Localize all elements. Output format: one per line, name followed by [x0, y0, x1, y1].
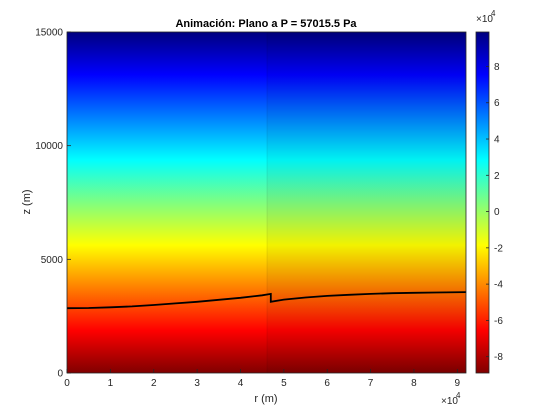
x-axis-ticks: 0 1 2 3 4 5 6 7 8 9 — [64, 369, 461, 389]
heatmap-field — [67, 32, 466, 373]
x-tick-label: 9 — [455, 378, 461, 389]
plot-area — [66, 31, 467, 374]
colorbar-tick-label: 4 — [494, 135, 500, 146]
x-tick-label: 7 — [368, 378, 374, 389]
x-tick-label: 8 — [411, 378, 417, 389]
colorbar-tick-label: -4 — [494, 280, 503, 291]
colorbar-tick-label: 6 — [494, 98, 500, 109]
y-axis-ticks: 0 5000 10000 15000 — [35, 28, 71, 380]
y-axis-label: z (m) — [21, 189, 33, 214]
colorbar-box — [475, 31, 490, 374]
x-tick-label: 4 — [238, 378, 244, 389]
axes-box — [66, 31, 467, 374]
heatmap-right-region — [267, 32, 466, 373]
colorbar-multiplier-base: ×10 — [476, 14, 493, 25]
y-tick-label: 0 — [57, 369, 63, 380]
x-axis-multiplier: ×10 4 — [441, 391, 461, 407]
colorbar-gradient — [476, 32, 489, 373]
isoline-curve — [66, 291, 467, 310]
colorbar-tick-label: -6 — [494, 316, 503, 327]
x-tick-label: 2 — [151, 378, 157, 389]
x-multiplier-exp: 4 — [456, 391, 461, 400]
x-tick-label: 1 — [108, 378, 114, 389]
y-tick-label: 15000 — [35, 28, 63, 39]
colorbar-tick-label: 0 — [494, 207, 500, 218]
colorbar-tick-label: 2 — [494, 171, 500, 182]
x-tick-label: 3 — [194, 378, 200, 389]
x-tick-label: 6 — [324, 378, 330, 389]
colorbar-ticks: -8 -6 -4 -2 0 2 4 6 8 — [486, 62, 503, 363]
chart-title: Animación: Plano a P = 57015.5 Pa — [175, 18, 357, 30]
colorbar-multiplier-exp: 4 — [491, 9, 496, 18]
x-axis-label: r (m) — [254, 393, 277, 405]
y-tick-label: 10000 — [35, 141, 63, 152]
colorbar-tick-label: 8 — [494, 62, 500, 73]
colorbar: -8 -6 -4 -2 0 2 4 6 8 ×10 4 — [475, 9, 503, 374]
x-multiplier-base: ×10 — [441, 396, 458, 407]
x-tick-label: 0 — [64, 378, 70, 389]
y-tick-label: 5000 — [41, 255, 64, 266]
colorbar-tick-label: -8 — [494, 352, 503, 363]
x-tick-label: 5 — [281, 378, 287, 389]
colorbar-tick-label: -2 — [494, 243, 503, 254]
